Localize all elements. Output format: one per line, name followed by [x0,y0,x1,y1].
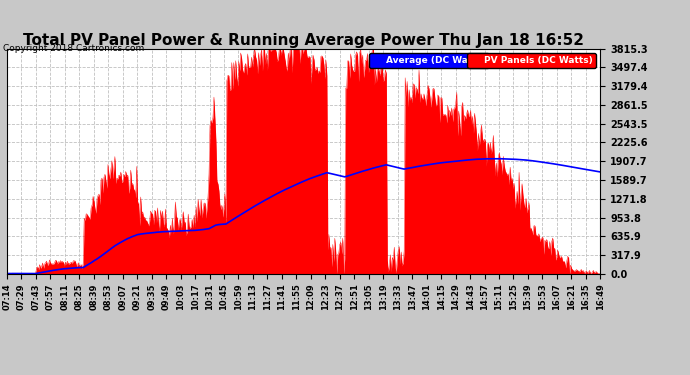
Legend: PV Panels (DC Watts): PV Panels (DC Watts) [467,53,595,68]
Title: Total PV Panel Power & Running Average Power Thu Jan 18 16:52: Total PV Panel Power & Running Average P… [23,33,584,48]
Text: Copyright 2018 Cartronics.com: Copyright 2018 Cartronics.com [3,44,145,52]
